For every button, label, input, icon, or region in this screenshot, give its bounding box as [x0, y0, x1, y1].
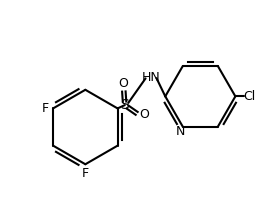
- Text: HN: HN: [142, 71, 160, 84]
- Text: O: O: [139, 108, 149, 122]
- Text: N: N: [175, 125, 185, 138]
- Text: S: S: [120, 98, 129, 112]
- Text: O: O: [119, 77, 129, 90]
- Text: F: F: [82, 167, 89, 180]
- Text: F: F: [42, 102, 49, 115]
- Text: Cl: Cl: [244, 90, 256, 103]
